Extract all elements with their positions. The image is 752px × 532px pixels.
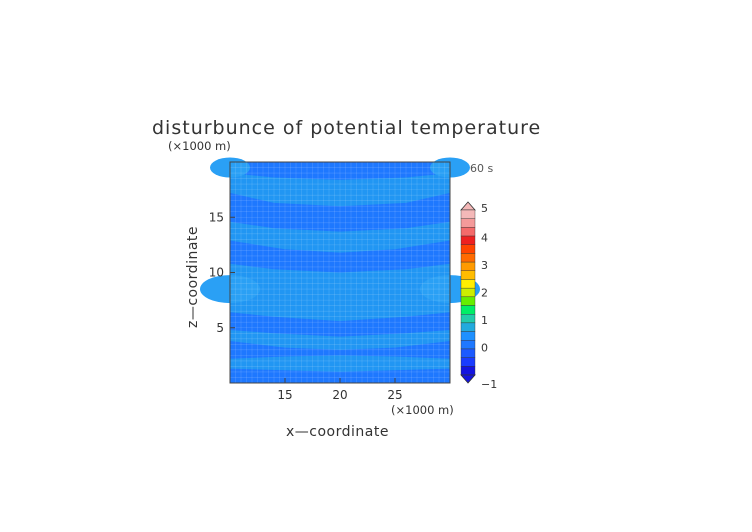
y-axis-unit: (×1000 m) <box>168 139 231 153</box>
x-tick-label: 15 <box>277 388 292 402</box>
x-tick-label: 20 <box>332 388 347 402</box>
chart-title: disturbunce of potential temperature <box>152 117 541 139</box>
colorbar-swatch <box>460 279 476 289</box>
y-tick-label: 15 <box>209 210 224 224</box>
colorbar-swatch <box>460 314 476 324</box>
colorbar-swatch <box>460 218 476 228</box>
x-axis: 15 20 25 <box>277 378 403 402</box>
colorbar-swatch <box>460 366 476 376</box>
colorbar-swatch <box>460 227 476 237</box>
colorbar-swatch <box>460 209 476 219</box>
plot-area <box>200 157 480 384</box>
field-band-4 <box>230 312 450 337</box>
x-tick-label: 25 <box>387 388 402 402</box>
grid-lines <box>230 162 450 383</box>
colorbar-label: 0 <box>481 342 488 355</box>
colorbar-swatch <box>460 253 476 263</box>
colorbar-swatch <box>460 270 476 280</box>
colorbar-label: 4 <box>481 232 488 245</box>
colorbar-swatch <box>460 261 476 271</box>
colorbar-swatch <box>460 348 476 358</box>
colorbar-swatch <box>460 340 476 350</box>
colorbar-label: 3 <box>481 259 488 272</box>
colorbar-label: 2 <box>481 287 488 300</box>
colorbar-label: −1 <box>481 378 497 391</box>
colorbar-top-arrow <box>460 201 476 211</box>
colorbar: 5 4 3 2 1 0 −1 <box>460 201 497 391</box>
field-band-3 <box>230 240 450 273</box>
x-axis-label: x—coordinate <box>286 424 389 440</box>
colorbar-swatch <box>460 296 476 306</box>
colorbar-swatch <box>460 357 476 367</box>
colorbar-bottom-arrow <box>460 374 476 384</box>
y-tick-label: 5 <box>216 321 224 335</box>
y-axis-label: z—coordinate <box>185 226 201 328</box>
colorbar-label: 5 <box>481 202 488 215</box>
y-tick-label: 10 <box>209 266 224 280</box>
colorbar-swatch <box>460 287 476 298</box>
colorbar-swatch <box>460 331 476 341</box>
colorbar-swatch <box>460 244 476 254</box>
field-band-2 <box>230 192 450 232</box>
field-band-5 <box>230 341 450 359</box>
colorbar-swatch <box>460 322 476 332</box>
colorbar-label: 1 <box>481 314 488 327</box>
field-band-1 <box>230 162 450 180</box>
x-axis-unit: (×1000 m) <box>391 403 454 417</box>
colorbar-swatch <box>460 235 476 245</box>
colorbar-swatch <box>460 305 476 315</box>
y-axis: 5 10 15 <box>209 210 235 335</box>
